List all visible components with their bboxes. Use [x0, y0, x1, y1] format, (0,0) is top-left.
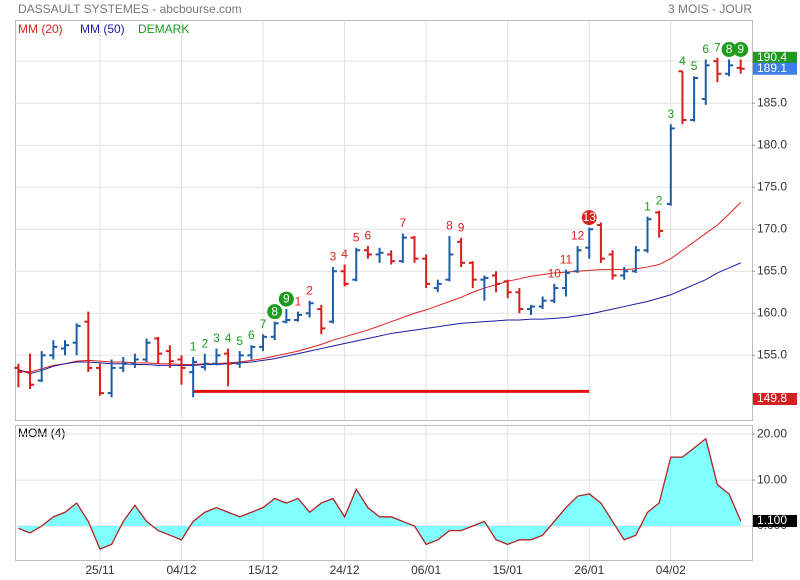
- x-tick-label: 24/12: [330, 563, 360, 577]
- mom-area: [18, 438, 741, 549]
- mom-line: [18, 437, 742, 550]
- legend-entry: DEMARK: [138, 22, 189, 36]
- y-tick-label: 175.0: [757, 179, 787, 193]
- demark-label: 1: [644, 199, 651, 213]
- demark-label: 1: [295, 294, 302, 308]
- demark-label: 8: [271, 304, 278, 318]
- value-label: 1.100: [757, 513, 787, 527]
- demark-label: 6: [365, 229, 372, 243]
- x-tick-label: 25/11: [85, 563, 114, 577]
- demark-label: 8: [726, 42, 733, 56]
- demark-label: 1: [190, 340, 197, 354]
- mom-title: MOM (4): [18, 426, 65, 440]
- x-tick-label: 15/12: [248, 563, 278, 577]
- x-tick-label: 06/01: [411, 563, 441, 577]
- price-label: 190.4: [757, 50, 787, 64]
- demark-label: 10: [548, 267, 562, 281]
- x-tick-label: 04/02: [656, 563, 686, 577]
- demark-label: 2: [656, 193, 663, 207]
- y-tick-label: 170.0: [757, 221, 787, 235]
- x-tick-label: 15/01: [493, 563, 523, 577]
- demark-label: 13: [583, 210, 597, 224]
- ma-line: [18, 262, 741, 375]
- chart-subtitle: 3 MOIS - JOUR: [668, 2, 752, 16]
- mom-panel: [15, 425, 753, 561]
- demark-circle: [278, 291, 294, 307]
- demark-circle: [733, 41, 749, 57]
- demark-label: 6: [248, 328, 255, 342]
- demark-label: 3: [330, 250, 337, 264]
- demark-label: 7: [714, 40, 721, 54]
- chart-title: DASSAULT SYSTEMES - abcbourse.com: [18, 2, 242, 16]
- price-panel: [15, 20, 753, 421]
- demark-label: 5: [353, 230, 360, 244]
- demark-label: 9: [458, 220, 465, 234]
- demark-circle: [267, 304, 283, 320]
- demark-label: 6: [702, 42, 709, 56]
- price-label-box: [753, 62, 797, 75]
- demark-label: 3: [667, 107, 674, 121]
- price-label: 189.1: [757, 61, 787, 75]
- ma-line: [18, 202, 742, 373]
- x-tick-label: 04/12: [166, 563, 196, 577]
- price-label-box: [753, 51, 797, 64]
- demark-circle: [581, 210, 597, 226]
- demark-label: 9: [283, 292, 290, 306]
- demark-label: 4: [341, 247, 348, 261]
- demark-circle: [721, 41, 737, 57]
- value-label-box: [753, 514, 797, 527]
- price-label: 149.8: [757, 391, 787, 405]
- price-label-box: [753, 392, 797, 405]
- demark-label: 8: [446, 219, 453, 233]
- y-tick-label: 20.00: [757, 426, 787, 440]
- demark-label: 7: [400, 216, 407, 230]
- demark-label: 2: [201, 336, 208, 350]
- demark-label: 9: [737, 42, 744, 56]
- y-tick-label: 10.00: [757, 472, 787, 486]
- demark-label: 12: [571, 229, 585, 243]
- demark-label: 3: [213, 331, 220, 345]
- demark-label: 5: [691, 59, 698, 73]
- demark-label: 2: [306, 283, 313, 297]
- y-tick-label: 185.0: [757, 95, 787, 109]
- y-tick-label: 160.0: [757, 305, 787, 319]
- demark-label: 7: [260, 317, 267, 331]
- legend-entry: MM (20): [18, 22, 63, 36]
- y-tick-label: 180.0: [757, 137, 787, 151]
- demark-label: 4: [225, 331, 232, 345]
- demark-label: 11: [560, 252, 573, 266]
- y-tick-label: 155.0: [757, 347, 787, 361]
- y-tick-label: 165.0: [757, 263, 787, 277]
- x-tick-label: 26/01: [574, 563, 604, 577]
- demark-label: 5: [236, 334, 243, 348]
- legend-entry: MM (50): [80, 22, 125, 36]
- demark-label: 4: [679, 54, 686, 68]
